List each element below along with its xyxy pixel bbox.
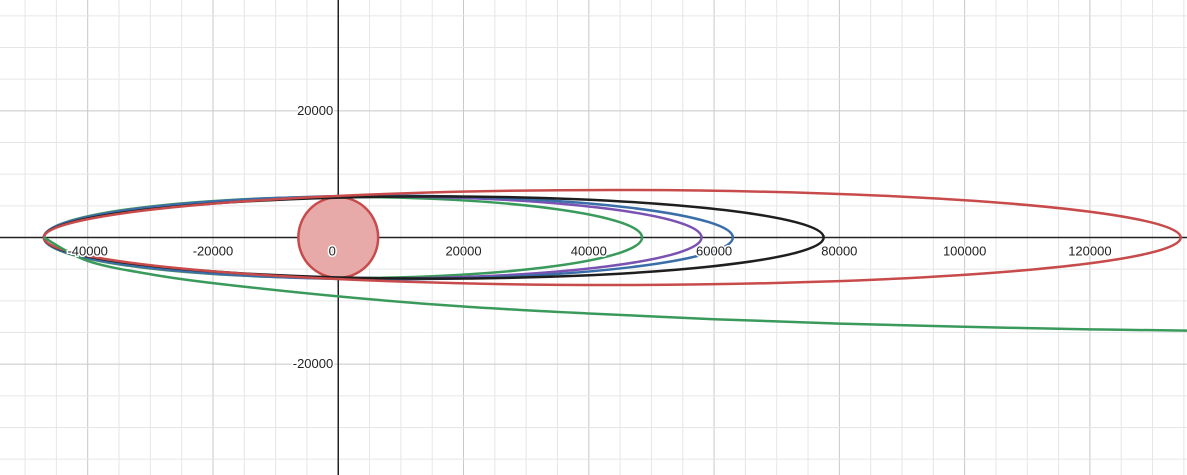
y-tick-label: 20000 xyxy=(297,103,333,118)
green-escape-trajectory xyxy=(43,236,1187,332)
x-tick-label: -40000 xyxy=(67,244,107,259)
tick-labels: -40000 -20000 0 20000 40000 60000 80000 100000 1… xyxy=(66,101,1113,372)
x-tick-label: 120000 xyxy=(1068,244,1111,259)
planet-circle xyxy=(297,195,380,280)
curves xyxy=(42,188,1187,332)
x-tick-label: 80000 xyxy=(821,244,857,259)
x-tick-label: 40000 xyxy=(571,244,607,259)
y-tick-label: -20000 xyxy=(293,356,333,371)
x-tick-label: 60000 xyxy=(696,244,732,259)
x-tick-label: 100000 xyxy=(943,244,986,259)
x-tick-label: 0 xyxy=(329,244,336,259)
x-tick-label: -20000 xyxy=(193,244,233,259)
x-tick-label: 20000 xyxy=(445,244,481,259)
